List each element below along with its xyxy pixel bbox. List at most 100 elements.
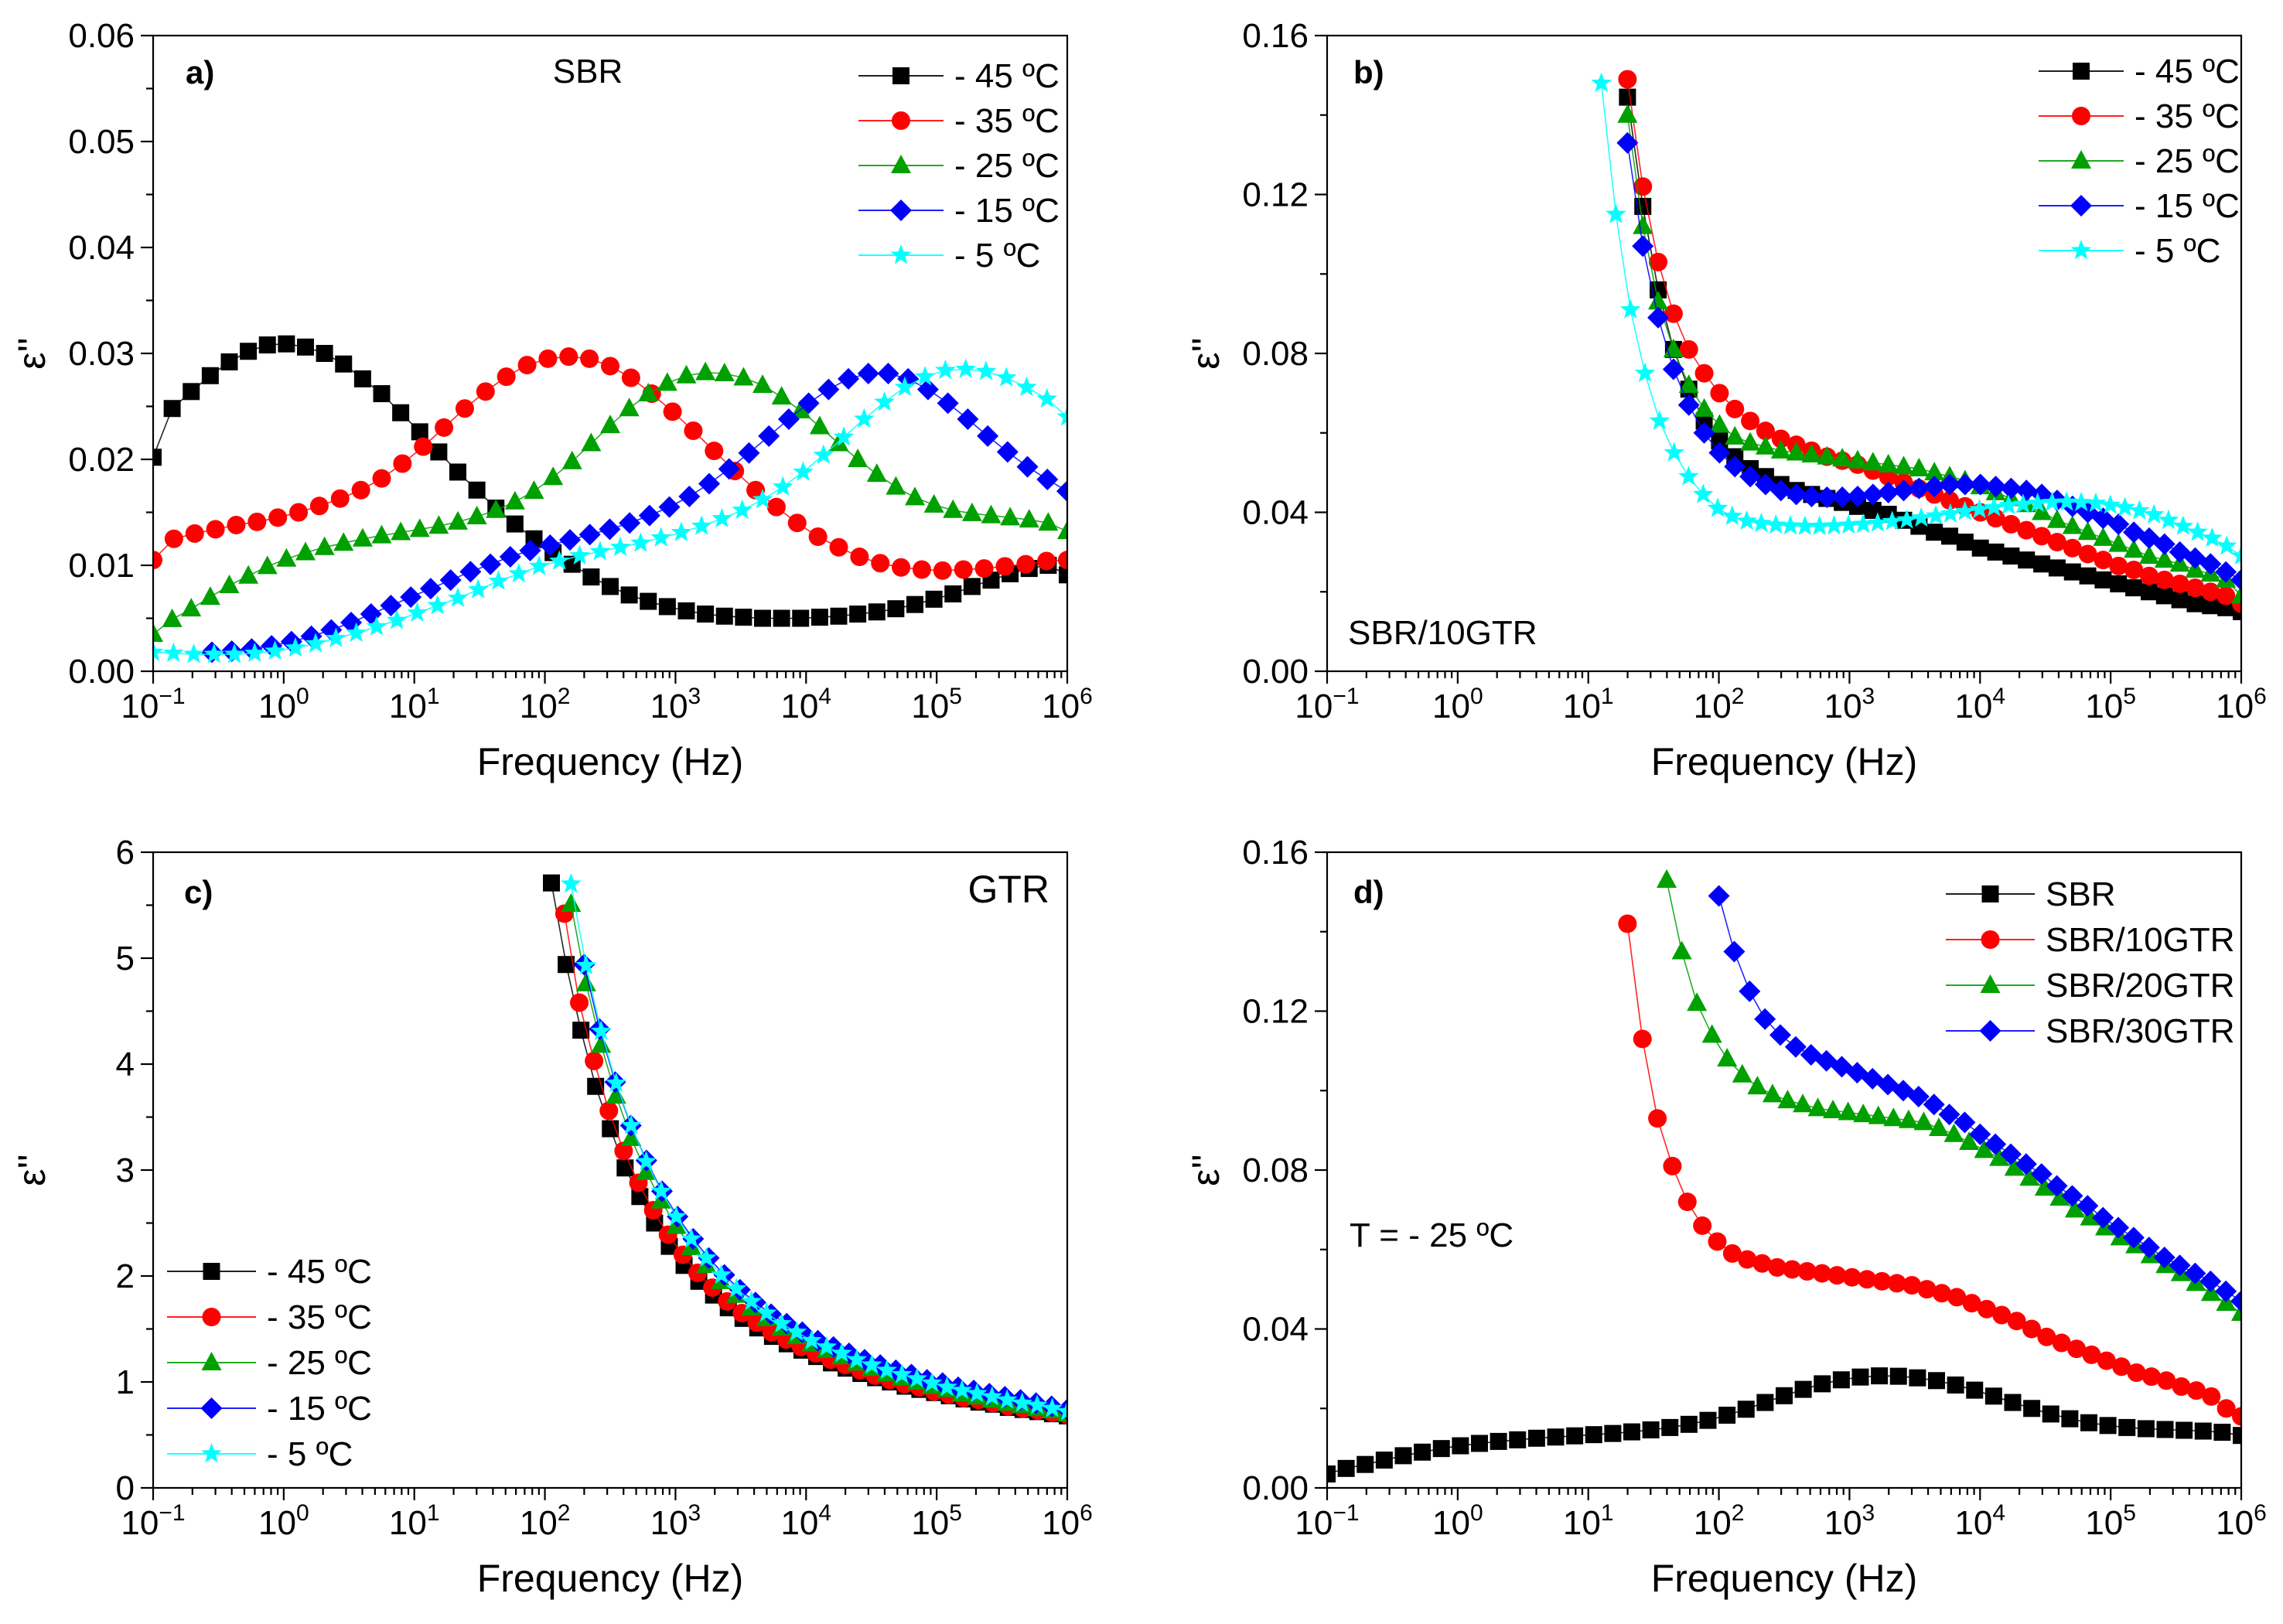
data-point [2127,1363,2146,1383]
legend-entry: SBR [1946,875,2115,913]
data-point [309,496,329,516]
data-point [2019,1167,2040,1186]
y-tick-label: 0.08 [1242,1151,1309,1189]
data-point [711,1264,732,1284]
x-tick-label: 101 [1563,1500,1614,1542]
data-point [1762,1083,1783,1103]
data-point [1801,444,1822,463]
data-point [506,515,524,533]
data-point [801,1329,822,1349]
data-point [876,1359,897,1380]
x-tick-label: 106 [1042,1500,1093,1542]
data-point [1687,992,1708,1012]
data-point [996,441,1019,463]
data-point [1694,363,1714,383]
data-point [2062,515,2083,534]
data-point [1754,1008,1776,1030]
data-point [2112,1357,2131,1377]
data-point [181,598,202,617]
data-point [2169,1254,2191,1277]
data-point [1877,481,1899,503]
data-point [2186,578,2205,598]
data-point [1000,507,1021,526]
data-point [1917,1280,1937,1299]
data-point [561,450,582,469]
panel-d: 10−1 100 101 102 103 104 105 1060.000.040.080.1… [1184,834,2267,1600]
data-point [1337,1459,1355,1477]
data-point [974,559,994,578]
data-point [476,382,495,401]
data-point [906,595,923,613]
data-point [620,1114,642,1134]
data-point [1056,1401,1067,1421]
data-point [1969,498,1990,519]
data-point [2158,509,2179,530]
data-point [459,561,482,583]
legend-entry: - 35 ºC [2039,97,2240,135]
data-point [1794,515,1816,535]
data-point [2200,1282,2221,1302]
data-point [1736,510,1757,531]
data-point [1969,1123,1991,1145]
data-point [2110,575,2128,592]
data-point [619,512,641,534]
data-point [468,578,489,599]
data-point [1632,235,1654,258]
data-point [1998,494,2019,515]
data-point [1941,527,1959,545]
data-point [712,507,732,527]
data-point [630,532,651,552]
data-point [2216,586,2236,606]
data-point [838,367,860,390]
x-tick-exponent: 1 [1601,684,1614,709]
data-point [1892,479,1915,502]
data-point [2097,1351,2116,1370]
data-point [1722,505,1743,525]
panel-label: b) [1353,54,1384,90]
data-point [2114,496,2135,517]
data-point [153,551,162,570]
data-point [2018,551,2036,569]
data-point [1924,462,1945,481]
legend-entry: - 5 ºC [167,1435,353,1473]
data-point [153,449,162,466]
data-point [2100,494,2121,514]
data-point [1414,1443,1432,1461]
data-point [1664,304,1683,323]
data-point [219,575,240,594]
data-point [183,643,204,664]
data-point [1809,515,1830,535]
data-point [961,502,982,521]
data-point [1842,1267,1862,1287]
data-point [2056,491,2077,511]
data-point [2230,545,2241,565]
legend-entry: SBR/10GTR [1946,921,2235,959]
legend-entry: - 15 ºC [167,1390,372,1428]
data-point [1911,507,1932,527]
data-point [666,1206,687,1226]
data-point [589,541,611,561]
data-point [2030,1163,2053,1186]
data-point [346,622,367,642]
y-tick-label: 0.01 [68,547,135,585]
data-point [1928,1117,1949,1137]
legend-entry: - 25 ºC [2039,142,2240,180]
y-axis-label: ε'' [1184,1154,1227,1186]
x-tick-exponent: 0 [296,684,309,709]
data-point [1642,1421,1660,1438]
data-point [1509,1431,1527,1448]
data-point [923,493,944,513]
legend-label: - 35 ºC [267,1298,372,1336]
series-line [211,373,1067,653]
plot-frame [152,34,1069,673]
data-point [1814,1375,1831,1393]
x-tick-exponent: 5 [2123,1500,2136,1526]
data-point [220,353,238,370]
data-point [2232,1407,2241,1426]
legend-label: - 35 ºC [954,102,1060,140]
legend-entry: - 25 ºC [167,1344,372,1382]
data-point [575,954,597,974]
x-tick-label: 104 [1954,1500,2005,1542]
data-point [752,374,773,394]
data-point [2157,1371,2176,1390]
